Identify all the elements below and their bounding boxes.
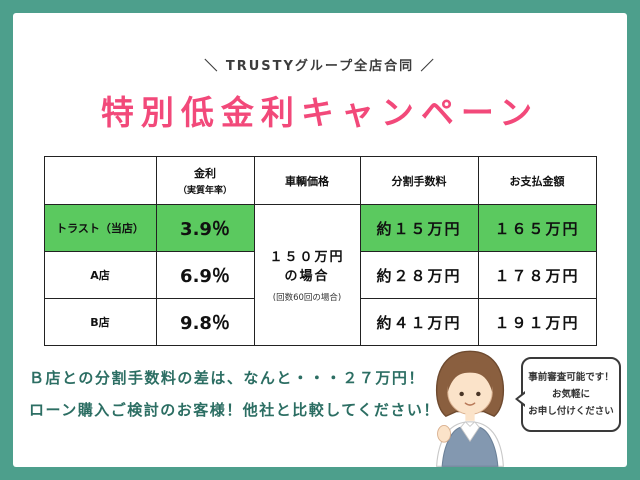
table-header-row: 金利 （実質年率） 車輌価格 分割手数料 お支払金額	[43, 156, 597, 205]
staff-woman-illustration	[419, 345, 521, 467]
table-row-shop-b: B店 9.8％ 約４１万円 １９１万円	[43, 298, 597, 346]
group-slogan: ＼ TRUSTYグループ全店合同 ／	[204, 59, 436, 74]
total-payment-cell: １６５万円	[477, 204, 597, 252]
receptionist-icon	[435, 350, 505, 467]
installment-fee-cell: 約４１万円	[359, 298, 479, 346]
vehicle-price-note: (回数60回の場合)	[272, 292, 342, 303]
installment-fee-cell: 約１５万円	[359, 204, 479, 252]
comparison-note-line2: ローン購入ご検討のお客様！他社と比較してください！	[29, 400, 440, 419]
speech-bubble: 事前審査可能です！ お気軽に お申し付けください	[515, 357, 621, 433]
store-name-cell: トラスト（当店）	[43, 204, 157, 252]
interest-rate-cell: 9.8％	[155, 298, 255, 346]
col-header-price: 車輌価格	[253, 156, 361, 205]
col-header-rate: 金利 （実質年率）	[155, 156, 255, 205]
vehicle-price-cell: １５０万円 の場合 (回数60回の場合)	[253, 204, 361, 346]
vehicle-price-line1: １５０万円	[269, 249, 345, 265]
speech-bubble-line1: 事前審査可能です！	[528, 372, 614, 383]
table-row-shop-a: A店 6.9％ 約２８万円 １７８万円	[43, 251, 597, 299]
col-header-rate-line1: 金利	[194, 167, 216, 180]
store-name-cell: A店	[43, 251, 157, 299]
total-payment-cell: １９１万円	[477, 298, 597, 346]
col-header-total: お支払金額	[477, 156, 597, 205]
interest-rate-cell: 3.9％	[155, 204, 255, 252]
col-header-store	[43, 156, 157, 205]
loan-comparison-table: 金利 （実質年率） 車輌価格 分割手数料 お支払金額 トラスト（当店） 3.9％…	[43, 156, 597, 346]
total-payment-cell: １７８万円	[477, 251, 597, 299]
speech-bubble-line2: お気軽に	[551, 389, 590, 401]
flyer-card: ＼ TRUSTYグループ全店合同 ／ 特別低金利キャンペーン 金利 （実質年率）…	[13, 13, 627, 467]
store-name-cell: B店	[43, 298, 157, 346]
comparison-note: Ｂ店との分割手数料の差は、なんと・・・２７万円！ ローン購入ご検討のお客様！他社…	[29, 363, 440, 426]
speech-bubble-line3: お申し付けください	[528, 406, 614, 418]
vehicle-price-line2: の場合	[284, 269, 330, 284]
col-header-rate-line2: （実質年率）	[177, 186, 232, 196]
table-row-trust: トラスト（当店） 3.9％ １５０万円 の場合 (回数60回の場合) 約１５万円…	[43, 204, 597, 346]
interest-rate-cell: 6.9％	[155, 251, 255, 299]
col-header-fee: 分割手数料	[359, 156, 479, 205]
comparison-note-line1: Ｂ店との分割手数料の差は、なんと・・・２７万円！	[29, 369, 425, 387]
campaign-title: 特別低金利キャンペーン	[100, 93, 540, 132]
installment-fee-cell: 約２８万円	[359, 251, 479, 299]
